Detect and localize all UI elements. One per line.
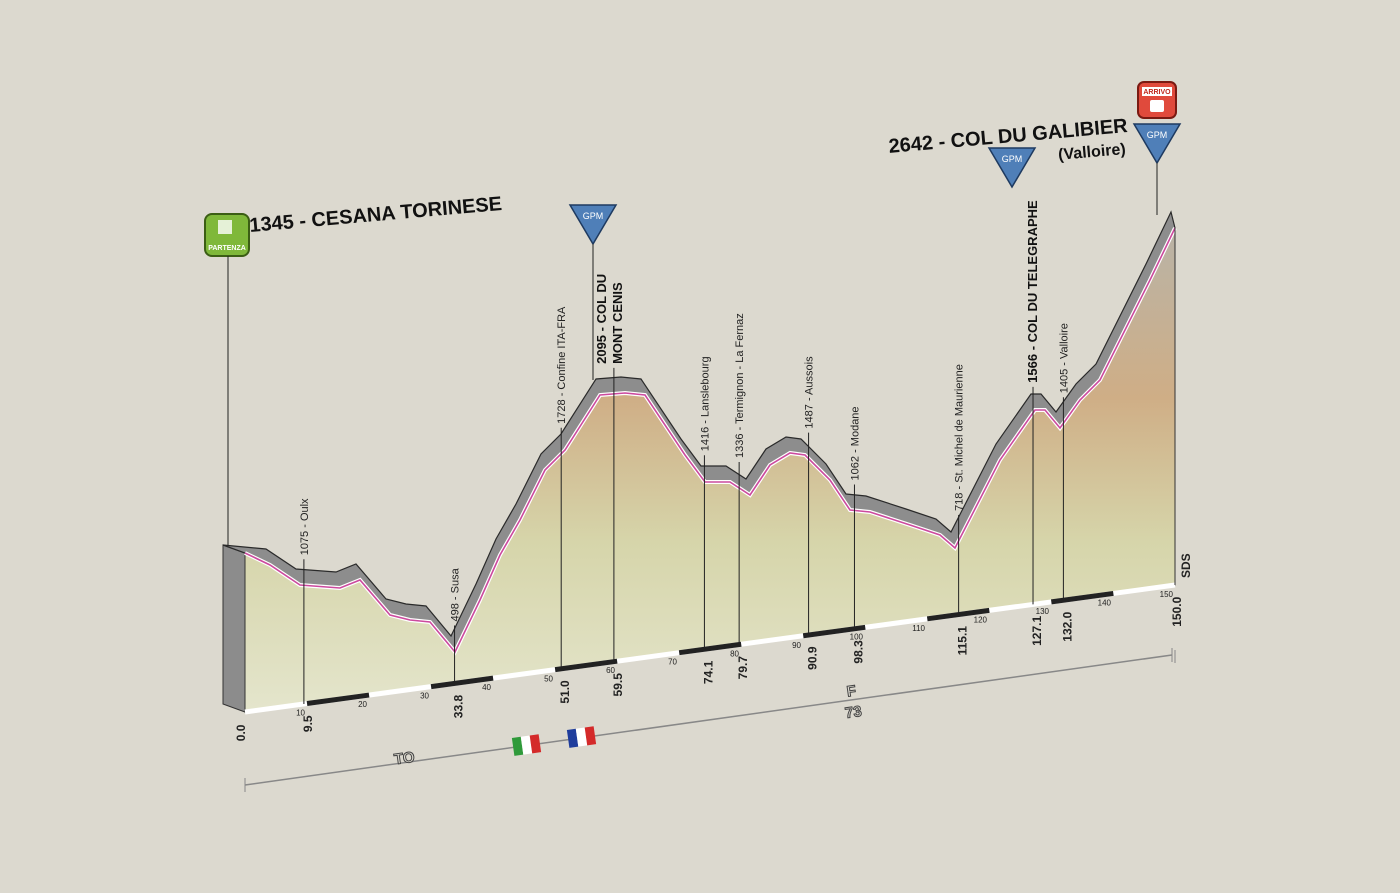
km-label: 115.1	[956, 626, 970, 656]
waypoint-label: 1336 - Termignon - La Fernaz	[734, 313, 746, 458]
km-label: 33.8	[452, 695, 466, 719]
distance-tick: 110	[912, 624, 925, 633]
gpm-text: GPM	[1002, 154, 1023, 164]
region-code: 73	[844, 703, 863, 722]
km-label: 90.9	[806, 646, 820, 670]
gpm-text: GPM	[1147, 130, 1168, 140]
waypoint-label: 1728 - Confine ITA-FRA	[556, 306, 568, 424]
km-label: 127.1	[1030, 616, 1044, 646]
finish-sublabel: (Valloire)	[1058, 141, 1127, 164]
distance-tick: 120	[974, 615, 988, 624]
waypoint-label: 2095 - COL DU	[594, 274, 609, 364]
distance-tick: 100	[850, 632, 864, 641]
region-france: F	[846, 682, 857, 700]
profile: 10 20 30 40 50 60 70 80 90 100 110 120 130 140 150 0.0 1…	[222, 200, 1184, 741]
distance-tick: 40	[482, 683, 491, 692]
finish-icon	[1150, 100, 1164, 112]
waypoint-label: 1075 - Oulx	[299, 498, 311, 555]
km-label: 59.5	[611, 673, 625, 697]
km-label: 51.0	[558, 680, 572, 704]
km-label: 74.1	[701, 660, 715, 684]
start-badge-text: PARTENZA	[208, 245, 246, 252]
distance-tick: 90	[792, 641, 801, 650]
start-badge	[204, 213, 250, 257]
waypoint-label: MONT CENIS	[610, 282, 625, 364]
flag-icon	[218, 220, 232, 234]
route-pink	[244, 227, 1176, 654]
distance-tick: 130	[1036, 607, 1050, 616]
distance-tick: 140	[1098, 598, 1112, 607]
distance-tick: 150	[1160, 590, 1174, 599]
km-label: 0.0	[234, 724, 248, 741]
gpm-marker	[987, 147, 1037, 189]
flag-france	[566, 726, 597, 748]
km-label: 9.5	[301, 715, 315, 732]
km-label: 98.3	[851, 640, 865, 664]
km-label: 132.0	[1060, 611, 1074, 641]
waypoint-label: 498 - Susa	[450, 567, 462, 621]
waypoint-label: 718 - St. Michel de Maurienne	[954, 364, 966, 511]
region-italy: TO	[393, 749, 416, 769]
distance-tick: 30	[420, 692, 429, 701]
waypoint-label: 1062 - Modane	[849, 406, 861, 480]
gpm-text: GPM	[583, 211, 604, 221]
km-label: 79.7	[736, 656, 750, 680]
flag-italy	[511, 734, 542, 756]
distance-tick: 80	[730, 649, 739, 658]
waypoint-label: 1416 - Lanslebourg	[699, 356, 711, 451]
signature: SDS	[1179, 553, 1193, 578]
waypoint-label: 1405 - Valloire	[1058, 323, 1070, 393]
distance-tick: 50	[544, 675, 553, 684]
distance-tick: 20	[358, 700, 367, 709]
waypoint-label: 1487 - Aussois	[804, 356, 816, 429]
finish-badge-band	[1142, 87, 1172, 96]
start-label: 1345 - CESANA TORINESE	[249, 193, 503, 237]
km-label: 150.0	[1170, 596, 1184, 626]
route-line	[244, 654, 1173, 786]
base-bar	[244, 582, 1176, 715]
waypoint-label: 1566 - COL DU TELEGRAPHE	[1025, 200, 1040, 383]
finish-badge-text: ARRIVO	[1143, 89, 1171, 96]
distance-tick: 10	[296, 709, 305, 718]
side-face	[222, 544, 246, 713]
distance-tick: 70	[668, 658, 677, 667]
gpm-marker	[1132, 123, 1182, 165]
distance-tick: 60	[606, 666, 615, 675]
gpm-marker	[568, 204, 618, 246]
